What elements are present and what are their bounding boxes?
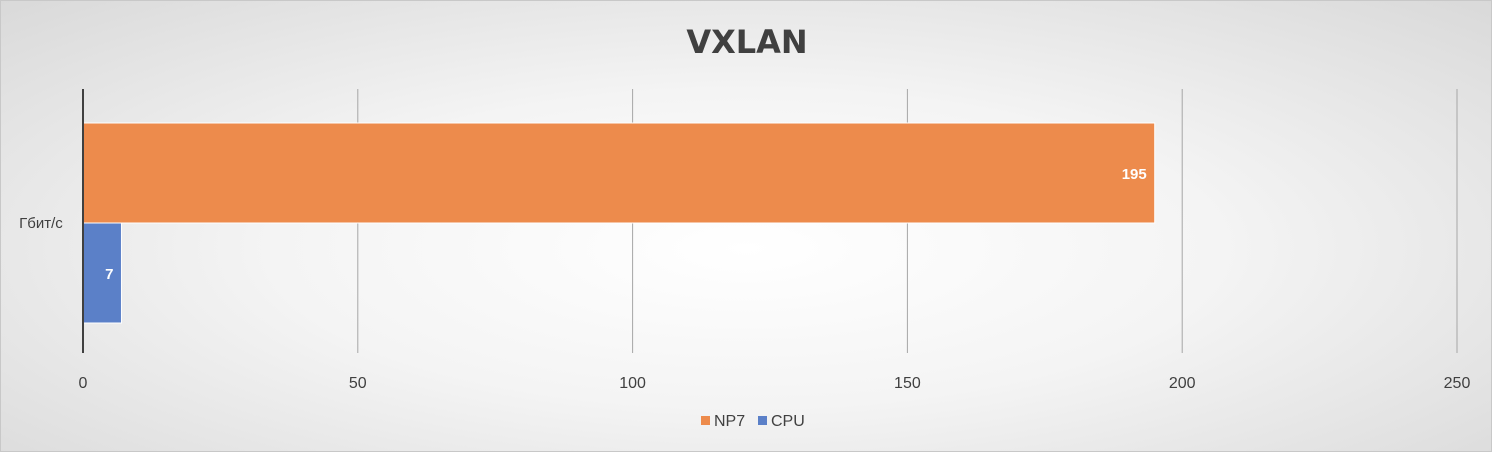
x-tick-label: 0 <box>79 375 88 392</box>
legend-swatch-cpu <box>758 416 767 425</box>
x-tick-label: 250 <box>1444 375 1471 392</box>
legend-swatch-np7 <box>701 416 710 425</box>
bar-cpu <box>82 222 122 324</box>
legend: NP7 CPU <box>701 413 805 430</box>
legend-label-cpu: CPU <box>771 413 805 430</box>
data-label-np7: 195 <box>1122 166 1147 183</box>
legend-label-np7: NP7 <box>714 413 745 430</box>
data-label-cpu: 7 <box>105 266 113 283</box>
x-tick-label: 50 <box>349 375 367 392</box>
x-tick-labels: 0 50 100 150 200 250 <box>79 375 1471 392</box>
x-tick-label: 100 <box>619 375 646 392</box>
chart-title: VXLAN <box>686 23 807 61</box>
x-tick-label: 150 <box>894 375 921 392</box>
bar-np7 <box>82 122 1156 224</box>
category-label: Гбит/с <box>19 215 63 232</box>
x-tick-label: 200 <box>1169 375 1196 392</box>
